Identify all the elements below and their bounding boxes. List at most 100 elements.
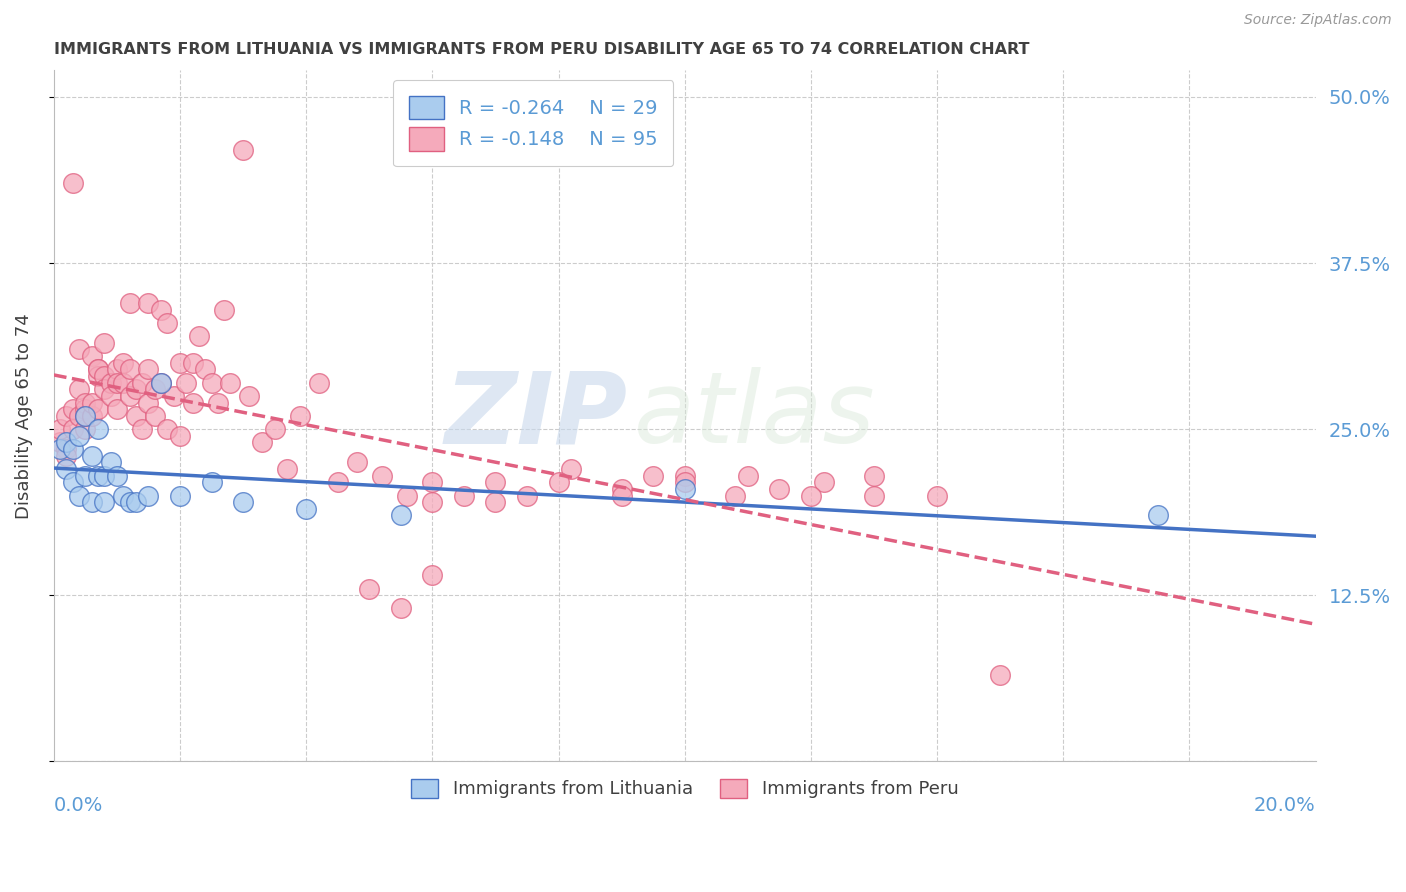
Point	[219, 376, 242, 390]
Point	[194, 362, 217, 376]
Point	[55, 435, 77, 450]
Point	[118, 362, 141, 376]
Point	[80, 409, 103, 423]
Point	[484, 475, 506, 490]
Point	[118, 389, 141, 403]
Point	[62, 422, 84, 436]
Point	[422, 475, 444, 490]
Point	[768, 482, 790, 496]
Point	[138, 395, 160, 409]
Point	[105, 376, 128, 390]
Point	[207, 395, 229, 409]
Point	[610, 489, 633, 503]
Point	[49, 435, 72, 450]
Point	[93, 368, 115, 383]
Text: 20.0%: 20.0%	[1254, 796, 1316, 814]
Point	[143, 382, 166, 396]
Point	[87, 362, 110, 376]
Point	[112, 356, 135, 370]
Text: ZIP: ZIP	[444, 368, 628, 465]
Point	[673, 468, 696, 483]
Point	[181, 395, 204, 409]
Point	[87, 468, 110, 483]
Point	[169, 429, 191, 443]
Point	[62, 177, 84, 191]
Point	[156, 422, 179, 436]
Point	[863, 489, 886, 503]
Point	[131, 376, 153, 390]
Point	[67, 382, 90, 396]
Point	[176, 376, 198, 390]
Point	[295, 501, 318, 516]
Point	[125, 409, 148, 423]
Point	[673, 475, 696, 490]
Point	[87, 362, 110, 376]
Point	[87, 368, 110, 383]
Point	[125, 382, 148, 396]
Point	[737, 468, 759, 483]
Point	[100, 389, 122, 403]
Point	[143, 409, 166, 423]
Point	[87, 402, 110, 417]
Point	[453, 489, 475, 503]
Point	[49, 442, 72, 456]
Point	[138, 362, 160, 376]
Point	[100, 455, 122, 469]
Point	[105, 468, 128, 483]
Y-axis label: Disability Age 65 to 74: Disability Age 65 to 74	[15, 313, 32, 518]
Point	[93, 495, 115, 509]
Point	[422, 568, 444, 582]
Point	[250, 435, 273, 450]
Point	[276, 462, 298, 476]
Point	[75, 409, 97, 423]
Point	[156, 316, 179, 330]
Point	[724, 489, 747, 503]
Point	[800, 489, 823, 503]
Point	[643, 468, 665, 483]
Point	[80, 349, 103, 363]
Point	[105, 402, 128, 417]
Point	[150, 376, 173, 390]
Point	[80, 395, 103, 409]
Point	[80, 495, 103, 509]
Point	[112, 376, 135, 390]
Point	[138, 296, 160, 310]
Point	[55, 462, 77, 476]
Point	[118, 495, 141, 509]
Point	[67, 429, 90, 443]
Point	[163, 389, 186, 403]
Legend: Immigrants from Lithuania, Immigrants from Peru: Immigrants from Lithuania, Immigrants fr…	[402, 770, 967, 807]
Point	[93, 382, 115, 396]
Point	[988, 668, 1011, 682]
Point	[93, 468, 115, 483]
Point	[238, 389, 260, 403]
Point	[396, 489, 419, 503]
Point	[75, 422, 97, 436]
Point	[813, 475, 835, 490]
Point	[75, 402, 97, 417]
Point	[169, 356, 191, 370]
Point	[200, 376, 222, 390]
Point	[212, 302, 235, 317]
Point	[359, 582, 381, 596]
Point	[55, 442, 77, 456]
Point	[547, 475, 569, 490]
Point	[49, 422, 72, 436]
Point	[105, 362, 128, 376]
Point	[67, 409, 90, 423]
Point	[610, 482, 633, 496]
Point	[927, 489, 949, 503]
Point	[112, 489, 135, 503]
Point	[187, 329, 209, 343]
Text: 0.0%: 0.0%	[53, 796, 103, 814]
Point	[125, 495, 148, 509]
Point	[55, 409, 77, 423]
Point	[80, 449, 103, 463]
Point	[75, 395, 97, 409]
Point	[516, 489, 538, 503]
Text: IMMIGRANTS FROM LITHUANIA VS IMMIGRANTS FROM PERU DISABILITY AGE 65 TO 74 CORREL: IMMIGRANTS FROM LITHUANIA VS IMMIGRANTS …	[53, 42, 1029, 57]
Point	[67, 489, 90, 503]
Text: Source: ZipAtlas.com: Source: ZipAtlas.com	[1244, 13, 1392, 28]
Point	[131, 422, 153, 436]
Point	[138, 489, 160, 503]
